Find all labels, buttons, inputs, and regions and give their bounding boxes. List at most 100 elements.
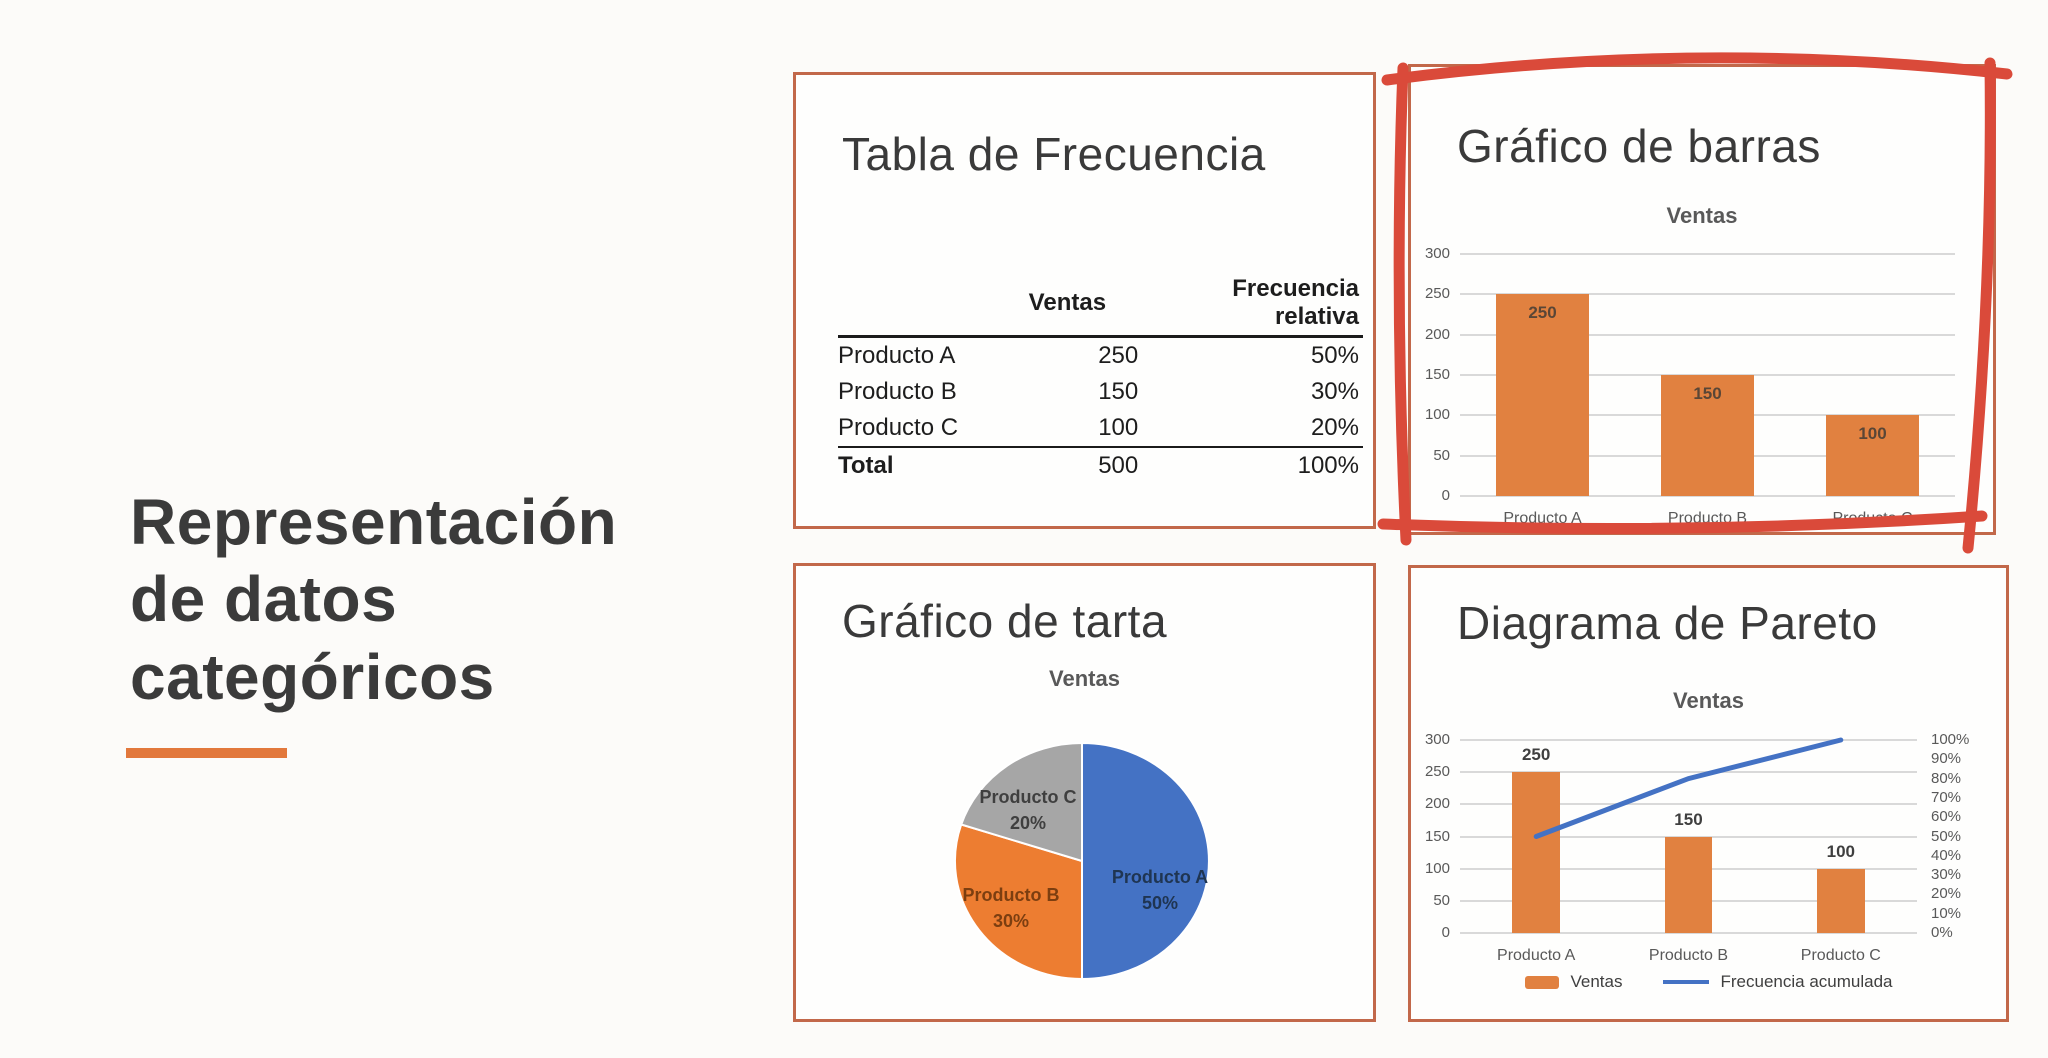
gridline bbox=[1460, 771, 1917, 774]
x-axis-label: Producto C bbox=[1800, 947, 1881, 964]
x-axis-label: Producto A bbox=[1497, 947, 1576, 964]
right-axis-tick: 30% bbox=[1931, 866, 1962, 884]
panel-title-bar-chart: Gráfico de barras bbox=[1457, 120, 1821, 172]
cell-ventas: 100 bbox=[1098, 414, 1139, 441]
right-axis-tick: 40% bbox=[1931, 846, 1962, 864]
y-axis-tick: 0 bbox=[1441, 924, 1450, 941]
gridline bbox=[1460, 333, 1955, 336]
right-axis-tick: 0% bbox=[1931, 924, 1953, 941]
panel-bar-chart: Gráfico de barras Ventas 250 150 100 0 50 100… bbox=[1408, 64, 1996, 535]
chart-title: Ventas bbox=[1049, 666, 1120, 691]
col-header-ventas: Ventas bbox=[1028, 289, 1107, 316]
plot-area: 250 150 100 bbox=[1460, 253, 1955, 497]
pie-slice-label: Producto B 30% bbox=[963, 885, 1060, 931]
y-axis-tick: 150 bbox=[1424, 827, 1450, 845]
table-total-row: Total 500 100% bbox=[838, 447, 1363, 484]
pareto-chart: 250 150 100 0 50 100 150 200 250 300 Producto A Pro… bbox=[1411, 568, 2006, 1019]
slide-title: Representación de datos categóricos bbox=[130, 484, 617, 716]
legend-label-frecuencia-acumulada: Frecuencia acumulada bbox=[1720, 972, 1893, 991]
gridline bbox=[1460, 932, 1917, 934]
col-header-blank bbox=[838, 271, 1017, 337]
y-axis-tick: 200 bbox=[1424, 795, 1450, 813]
right-axis-tick: 10% bbox=[1931, 904, 1962, 922]
row-label: Producto C bbox=[838, 414, 959, 441]
plot-area: 250 150 100 bbox=[1460, 739, 1917, 934]
bar-producto-c bbox=[1816, 868, 1865, 933]
right-axis-tick: 90% bbox=[1931, 750, 1962, 768]
chart-legend: Ventas Frecuencia acumulada bbox=[1411, 972, 2006, 992]
cumulative-frequency-line bbox=[1533, 737, 1844, 839]
gridline bbox=[1460, 253, 1955, 255]
col-header-frecuencia-relativa: Frecuencia relativa bbox=[1232, 275, 1359, 330]
legend-swatch-ventas bbox=[1524, 975, 1559, 989]
panel-pareto-chart: Diagrama de Pareto Ventas 250 150 100 0 50 10… bbox=[1408, 565, 2009, 1022]
title-underline bbox=[126, 748, 287, 758]
legend-label-ventas: Ventas bbox=[1570, 972, 1623, 991]
gridline bbox=[1460, 495, 1955, 497]
pie-slice-label: Producto C 20% bbox=[980, 787, 1077, 833]
table-row: Producto A 250 50% bbox=[838, 337, 1363, 375]
slide-title-line: Representación bbox=[130, 486, 618, 558]
bar-data-label: 250 bbox=[1528, 303, 1557, 323]
table-row: Producto C 100 20% bbox=[838, 410, 1363, 447]
bar-data-label: 250 bbox=[1521, 745, 1551, 765]
x-axis-label: Producto B bbox=[1667, 510, 1748, 527]
bar-chart: 250 150 100 0 50 100 150 200 250 300 Producto A Pro… bbox=[1411, 67, 1993, 532]
cell-ventas: 150 bbox=[1098, 378, 1139, 405]
cell-frecuencia-total: 100% bbox=[1297, 452, 1359, 479]
right-axis-tick: 50% bbox=[1931, 827, 1962, 845]
bar-data-label: 100 bbox=[1858, 424, 1887, 444]
pie-slice-producto-a bbox=[1081, 741, 1210, 981]
cell-frecuencia: 30% bbox=[1310, 378, 1359, 405]
y-axis-tick: 300 bbox=[1424, 245, 1450, 262]
table-row: Producto B 150 30% bbox=[838, 374, 1363, 410]
y-axis-tick: 50 bbox=[1433, 446, 1450, 464]
bar-data-label: 150 bbox=[1693, 384, 1722, 403]
x-axis-label: Producto A bbox=[1503, 510, 1582, 527]
panel-pie-chart: Gráfico de tarta Ventas Producto A 50% Pro… bbox=[793, 563, 1376, 1022]
gridline bbox=[1460, 739, 1917, 741]
x-axis-label: Producto C bbox=[1832, 510, 1913, 527]
cell-frecuencia: 20% bbox=[1310, 414, 1359, 441]
cell-ventas-total: 500 bbox=[1098, 452, 1139, 479]
y-axis-tick: 300 bbox=[1424, 731, 1450, 748]
pie-chart: Producto A 50% Producto B 30% Producto C 20% bbox=[954, 741, 1210, 981]
frequency-table: Ventas Frecuencia relativa Producto A 25… bbox=[838, 271, 1363, 484]
panel-title-pareto: Diagrama de Pareto bbox=[1457, 597, 1878, 649]
legend-line-frecuencia-acumulada bbox=[1662, 980, 1709, 984]
table-header-row: Ventas Frecuencia relativa bbox=[838, 271, 1363, 337]
slide-title-line: categóricos bbox=[130, 640, 495, 713]
right-axis-tick: 20% bbox=[1931, 885, 1962, 903]
y-axis-tick: 100 bbox=[1424, 859, 1450, 877]
bar-data-label: 150 bbox=[1674, 809, 1703, 829]
slide-title-line: de datos bbox=[130, 563, 398, 636]
row-label-total: Total bbox=[838, 452, 894, 479]
y-axis-tick: 250 bbox=[1424, 763, 1450, 781]
pie-slice-producto-b bbox=[954, 823, 1083, 981]
marker-left-stroke bbox=[1393, 62, 1412, 546]
bar-producto-a bbox=[1496, 294, 1589, 496]
panel-title-frequency-table: Tabla de Frecuencia bbox=[842, 128, 1266, 180]
cell-frecuencia: 50% bbox=[1310, 342, 1359, 369]
row-label: Producto B bbox=[838, 378, 957, 405]
bar-producto-a bbox=[1512, 772, 1561, 933]
bar-producto-b bbox=[1661, 375, 1754, 496]
y-axis-tick: 0 bbox=[1441, 487, 1450, 504]
chart-title: Ventas bbox=[1666, 203, 1738, 228]
x-axis-label: Producto B bbox=[1648, 947, 1729, 964]
panel-frequency-table: Tabla de Frecuencia Ventas Frecuencia re… bbox=[793, 72, 1376, 529]
gridline bbox=[1460, 293, 1955, 296]
pie-slice-producto-c bbox=[959, 741, 1083, 863]
right-axis-tick: 80% bbox=[1931, 769, 1962, 787]
y-axis-tick: 50 bbox=[1433, 891, 1450, 909]
y-axis-tick: 150 bbox=[1424, 366, 1450, 383]
bar-producto-b bbox=[1664, 836, 1713, 933]
panel-title-pie-chart: Gráfico de tarta bbox=[842, 595, 1168, 647]
gridline bbox=[1460, 803, 1917, 806]
right-axis-tick: 60% bbox=[1931, 808, 1962, 826]
pie-slice-label: Producto A 50% bbox=[1112, 867, 1208, 913]
bar-producto-c bbox=[1826, 415, 1919, 496]
y-axis-tick: 200 bbox=[1424, 325, 1450, 343]
bar-data-label: 100 bbox=[1826, 841, 1855, 861]
row-label: Producto A bbox=[838, 342, 956, 369]
